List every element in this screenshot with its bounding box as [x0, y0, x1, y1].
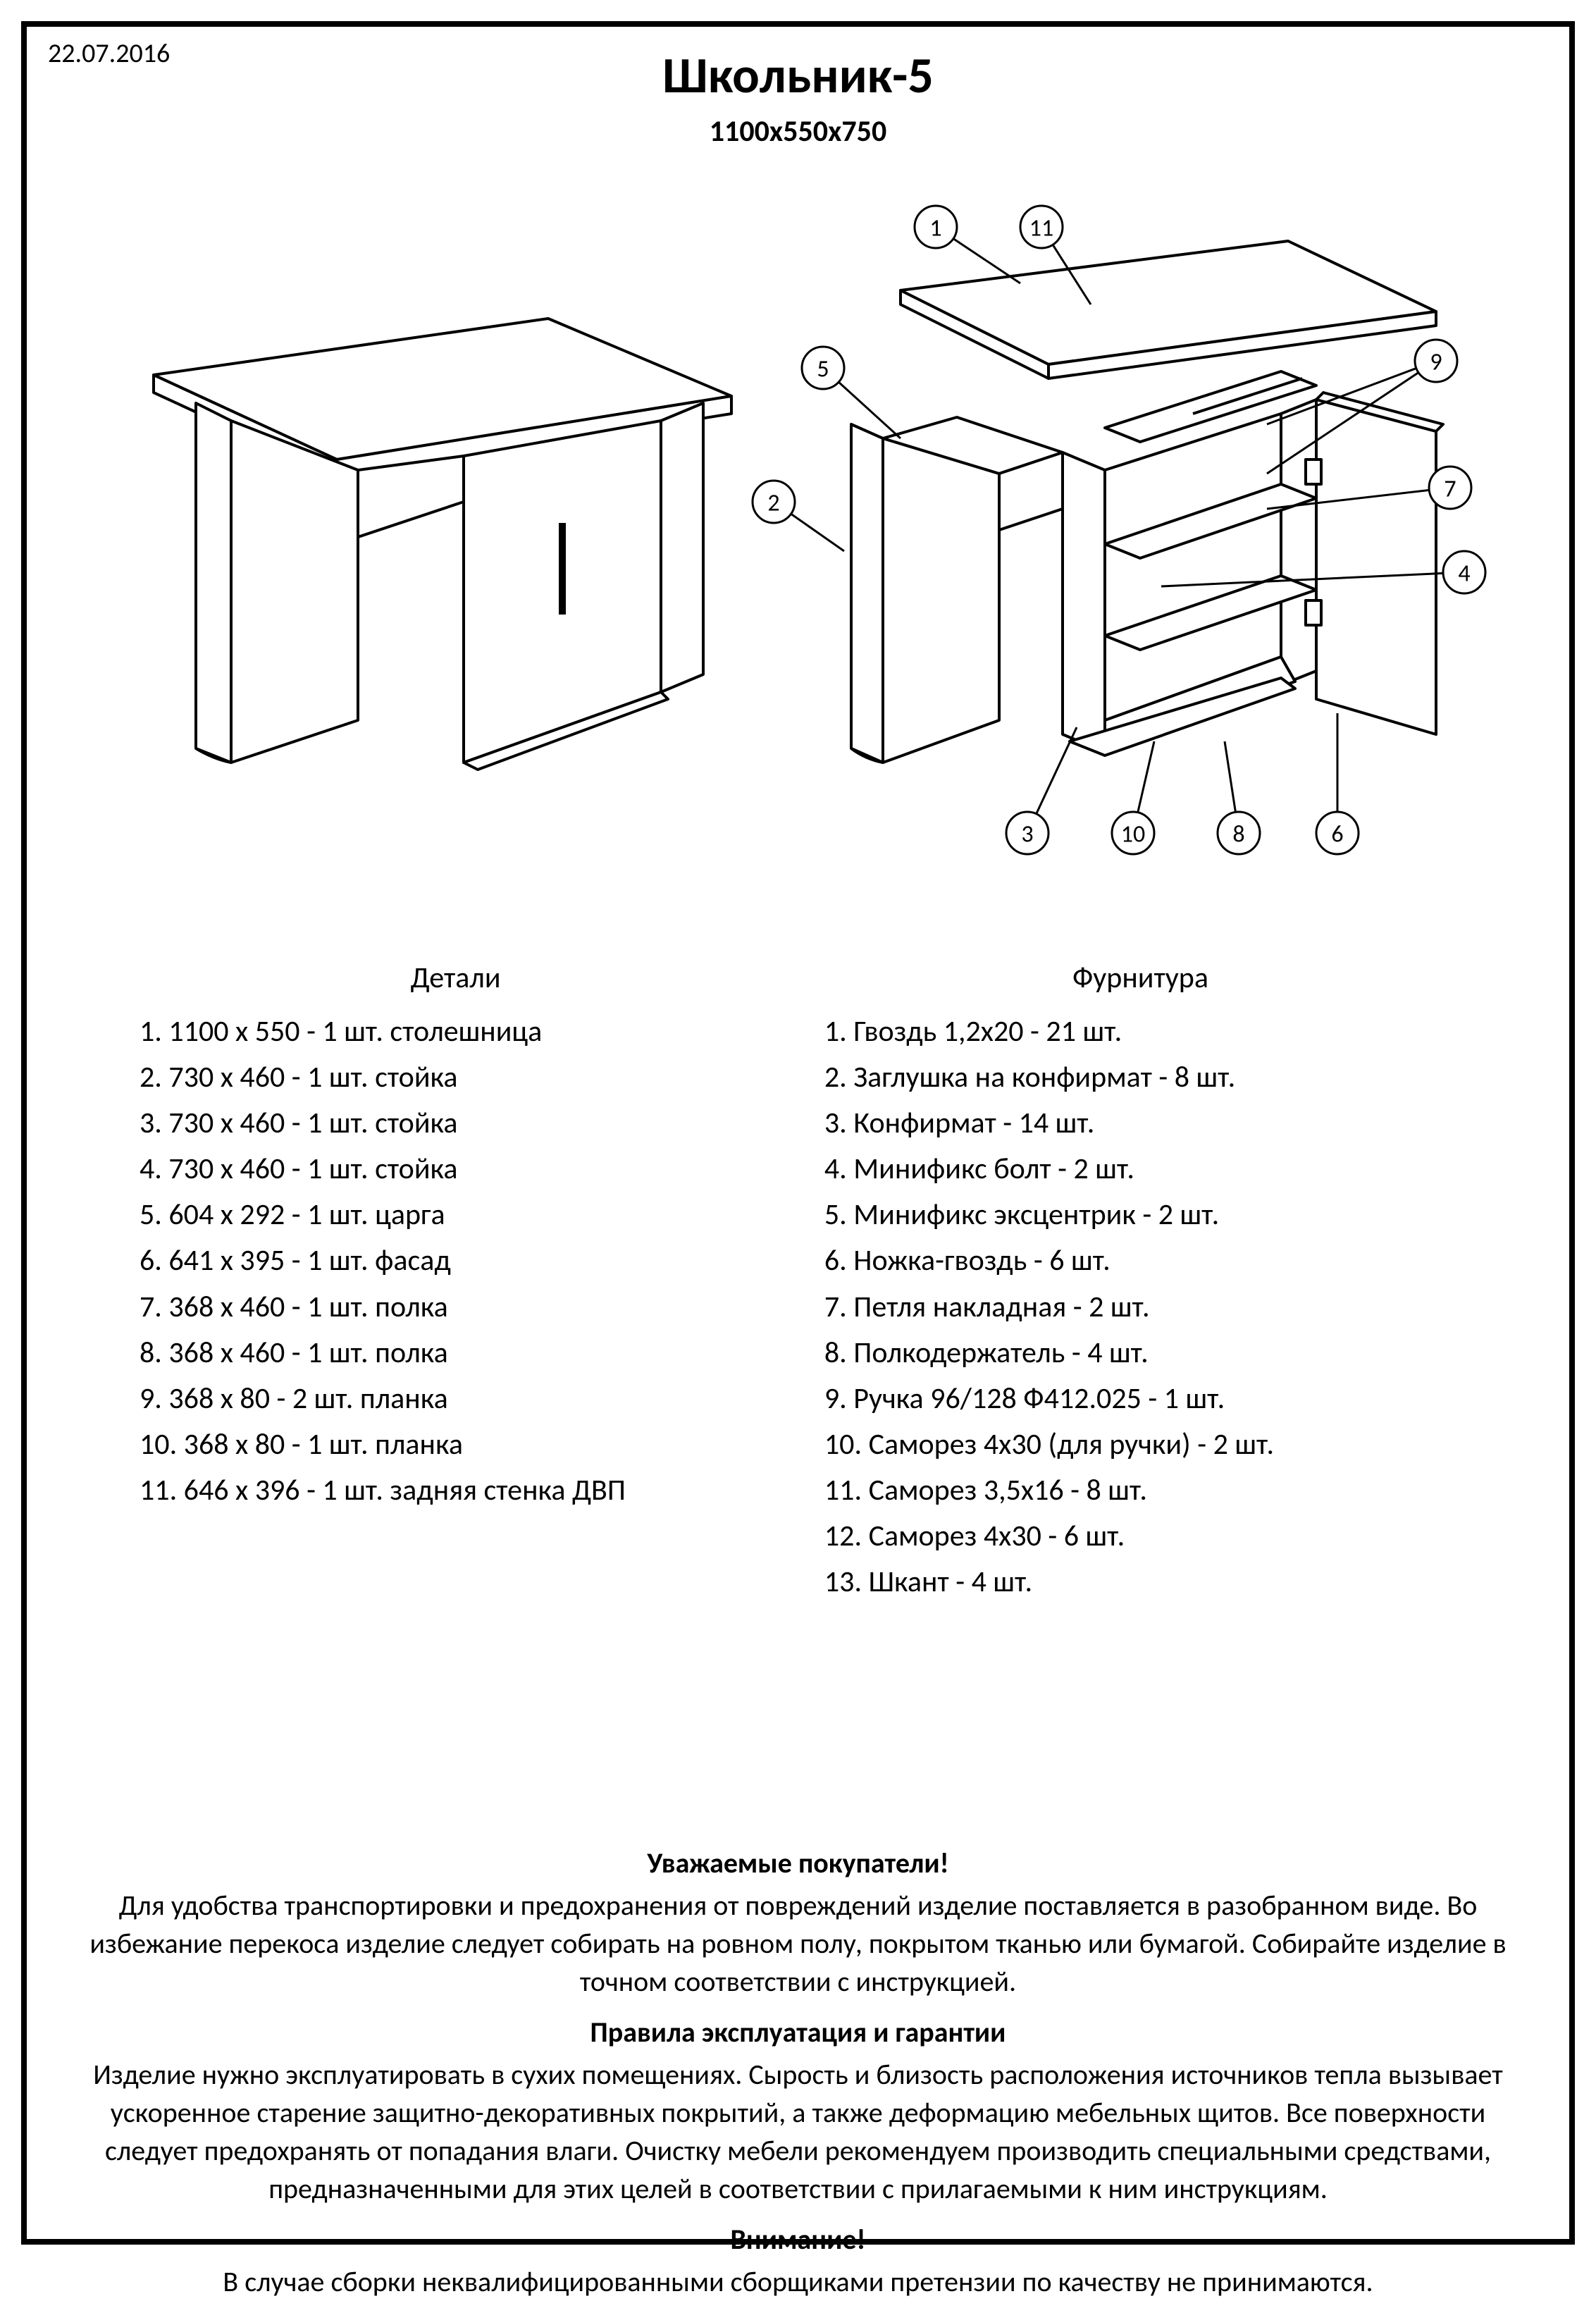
parts-item: 1. 1100 х 550 - 1 шт. столешница: [140, 1008, 772, 1054]
assembly-diagram: 1115927431086: [55, 178, 1541, 918]
assembly-sheet: 22.07.2016 Школьник-5 1100х550х750: [21, 21, 1575, 2245]
svg-text:8: 8: [1232, 820, 1244, 849]
svg-text:6: 6: [1331, 820, 1343, 849]
hardware-item: 12. Саморез 4х30 - 6 шт.: [824, 1513, 1456, 1559]
hardware-item: 4. Минификс болт - 2 шт.: [824, 1146, 1456, 1192]
parts-item: 4. 730 х 460 - 1 шт. стойка: [140, 1146, 772, 1192]
parts-item: 9. 368 х 80 - 2 шт. планка: [140, 1376, 772, 1421]
document-date: 22.07.2016: [48, 37, 170, 70]
parts-item: 11. 646 х 396 - 1 шт. задняя стенка ДВП: [140, 1467, 772, 1513]
lists-container: Детали 1. 1100 х 550 - 1 шт. столешница2…: [55, 960, 1541, 1605]
svg-text:3: 3: [1021, 820, 1033, 849]
footer-paragraph-3: В случае сборки неквалифицированными сбо…: [76, 2263, 1520, 2301]
hardware-header: Фурнитура: [824, 960, 1456, 996]
svg-text:10: 10: [1121, 820, 1145, 849]
parts-item: 3. 730 х 460 - 1 шт. стойка: [140, 1100, 772, 1146]
hardware-item: 3. Конфирмат - 14 шт.: [824, 1100, 1456, 1146]
hardware-item: 9. Ручка 96/128 Ф412.025 - 1 шт.: [824, 1376, 1456, 1421]
parts-item: 2. 730 х 460 - 1 шт. стойка: [140, 1054, 772, 1100]
hardware-item: 6. Ножка-гвоздь - 6 шт.: [824, 1238, 1456, 1283]
product-dimensions: 1100х550х750: [55, 113, 1541, 149]
parts-item: 10. 368 х 80 - 1 шт. планка: [140, 1421, 772, 1467]
footer-heading-1: Уважаемые покупатели!: [76, 1844, 1520, 1882]
hardware-item: 1. Гвоздь 1,2х20 - 21 шт.: [824, 1008, 1456, 1054]
footer-paragraph-2: Изделие нужно эксплуатировать в сухих по…: [76, 2056, 1520, 2208]
parts-header: Детали: [140, 960, 772, 996]
svg-text:11: 11: [1029, 214, 1053, 243]
svg-text:5: 5: [817, 355, 829, 384]
footer-notes: Уважаемые покупатели! Для удобства транс…: [55, 1844, 1541, 2301]
hardware-item: 11. Саморез 3,5х16 - 8 шт.: [824, 1467, 1456, 1513]
footer-heading-2: Правила эксплуатация и гарантии: [76, 2013, 1520, 2052]
hardware-item: 7. Петля накладная - 2 шт.: [824, 1284, 1456, 1330]
hardware-item: 10. Саморез 4х30 (для ручки) - 2 шт.: [824, 1421, 1456, 1467]
hardware-item: 2. Заглушка на конфирмат - 8 шт.: [824, 1054, 1456, 1100]
svg-text:9: 9: [1430, 348, 1442, 377]
parts-item: 6. 641 х 395 - 1 шт. фасад: [140, 1238, 772, 1283]
hardware-item: 8. Полкодержатель - 4 шт.: [824, 1330, 1456, 1376]
parts-item: 8. 368 х 460 - 1 шт. полка: [140, 1330, 772, 1376]
hardware-column: Фурнитура 1. Гвоздь 1,2х20 - 21 шт.2. За…: [824, 960, 1456, 1605]
footer-paragraph-1: Для удобства транспортировки и предохран…: [76, 1887, 1520, 2001]
parts-column: Детали 1. 1100 х 550 - 1 шт. столешница2…: [140, 960, 772, 1605]
svg-text:2: 2: [767, 489, 779, 518]
svg-text:7: 7: [1444, 475, 1456, 504]
footer-heading-3: Внимание!: [76, 2221, 1520, 2259]
svg-text:4: 4: [1458, 560, 1470, 588]
parts-item: 7. 368 х 460 - 1 шт. полка: [140, 1284, 772, 1330]
hardware-item: 5. Минификс эксцентрик - 2 шт.: [824, 1192, 1456, 1238]
hardware-item: 13. Шкант - 4 шт.: [824, 1559, 1456, 1605]
parts-item: 5. 604 х 292 - 1 шт. царга: [140, 1192, 772, 1238]
svg-text:1: 1: [929, 214, 941, 243]
product-title: Школьник-5: [55, 44, 1541, 106]
